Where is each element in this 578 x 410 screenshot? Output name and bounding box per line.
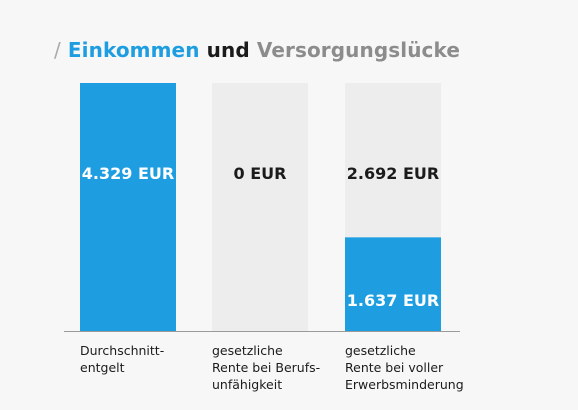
category-label-2-line-2: Rente bei Berufs-: [212, 360, 321, 375]
category-label-3: gesetzliche Rente bei voller Erwerbsminder…: [345, 342, 464, 393]
bar-1-segment-1: [80, 83, 176, 331]
category-label-2-line-3: unfähigkeit: [212, 377, 283, 392]
title-und: und: [206, 38, 250, 62]
category-label-3-line-1: gesetzliche: [345, 343, 416, 358]
title-einkommen: Einkommen: [67, 38, 200, 62]
category-label-2: gesetzliche Rente bei Berufs-unfähigkeit: [212, 342, 320, 393]
chart-title: / Einkommen und Versorgungslücke: [54, 40, 460, 60]
bar-2-segment-2: [212, 83, 308, 331]
title-versorgungsluecke: Versorgungslücke: [256, 38, 461, 62]
title-slash: /: [54, 38, 61, 62]
bar-1-value-label-1: 4.329 EUR: [82, 164, 174, 183]
category-label-1-line-2: entgelt: [80, 360, 125, 375]
category-label-1-line-1: Durchschnitt-: [80, 343, 165, 358]
category-label-3-line-2: Rente bei voller: [345, 360, 444, 375]
category-label-3-line-3: Erwerbsminderung: [345, 377, 464, 392]
category-label-2-line-1: gesetzliche: [212, 343, 283, 358]
category-label-1: Durchschnitt-entgelt: [80, 342, 164, 376]
bar-2-value-label-2: 0 EUR: [234, 164, 287, 183]
bar-3-value-label-2: 2.692 EUR: [347, 164, 439, 183]
bar-3-segment-2: [345, 83, 441, 238]
bar-3-segment-1: [345, 237, 441, 331]
bar-3-value-label-1: 1.637 EUR: [347, 291, 439, 310]
